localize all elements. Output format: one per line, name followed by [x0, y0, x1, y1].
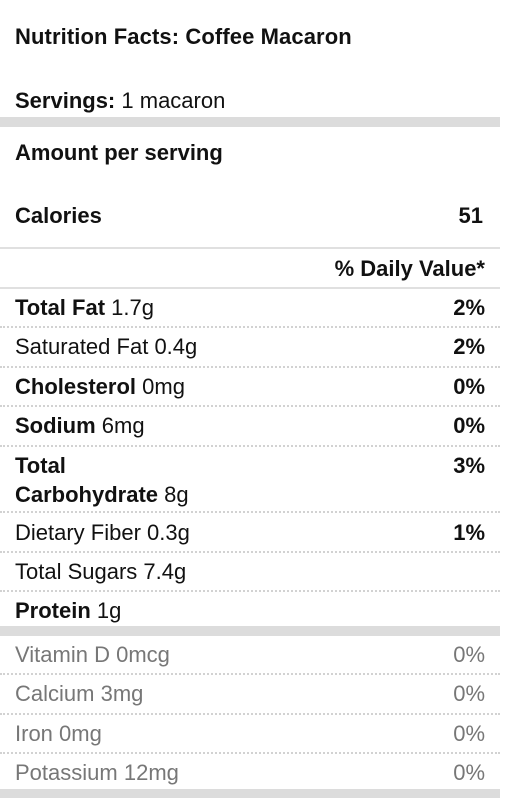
nutrient-daily-value: 0%	[453, 374, 485, 399]
nutrient-name: Total Sugars 7.4g	[15, 559, 187, 584]
thick-divider	[0, 117, 500, 127]
nutrient-row-saturated-fat: Saturated Fat 0.4g 2%	[0, 328, 500, 368]
vitamin-name: Vitamin D 0mcg	[15, 642, 170, 667]
vitamin-daily-value: 0%	[453, 642, 485, 667]
nutrient-name: Total	[15, 453, 66, 478]
vitamin-name: Calcium 3mg	[15, 681, 144, 706]
nutrient-daily-value: 2%	[453, 334, 485, 359]
daily-value-header: % Daily Value*	[334, 256, 485, 281]
vitamin-daily-value: 0%	[453, 681, 485, 706]
nutrient-row-protein: Protein 1g	[0, 592, 500, 626]
nutrient-row-total-sugars: Total Sugars 7.4g	[0, 553, 500, 592]
servings-line: Servings: 1 macaron	[15, 88, 225, 114]
vitamin-row-vitamin-d: Vitamin D 0mcg 0%	[0, 636, 500, 675]
vitamin-daily-value: 0%	[453, 721, 485, 746]
thick-divider	[0, 626, 500, 636]
vitamin-name: Potassium 12mg	[15, 760, 179, 785]
nutrient-daily-value: 3%	[453, 453, 485, 478]
calories-label: Calories	[15, 203, 102, 228]
nutrient-daily-value: 1%	[453, 520, 485, 545]
nutrient-row-cholesterol: Cholesterol 0mg 0%	[0, 368, 500, 407]
nutrient-name: Protein 1g	[15, 598, 122, 623]
vitamin-name: Iron 0mg	[15, 721, 102, 746]
nutrient-row-total-carbohydrate: Total Carbohydrate 8g 3%	[0, 447, 500, 513]
calories-value: 51	[458, 203, 483, 228]
nutrient-row-sodium: Sodium 6mg 0%	[0, 407, 500, 447]
vitamin-row-calcium: Calcium 3mg 0%	[0, 675, 500, 715]
vitamin-daily-value: 0%	[453, 760, 485, 785]
vitamin-row-potassium: Potassium 12mg 0%	[0, 754, 500, 788]
nutrient-name: Dietary Fiber 0.3g	[15, 520, 190, 545]
vitamin-row-iron: Iron 0mg 0%	[0, 715, 500, 754]
nutrient-row-dietary-fiber: Dietary Fiber 0.3g 1%	[0, 513, 500, 553]
nutrient-name: Cholesterol 0mg	[15, 374, 185, 399]
label-title: Nutrition Facts: Coffee Macaron	[15, 24, 352, 49]
nutrient-name: Sodium 6mg	[15, 413, 145, 438]
nutrient-row-total-fat: Total Fat 1.7g 2%	[0, 289, 500, 328]
amount-per-serving: Amount per serving	[15, 140, 223, 165]
thick-divider	[0, 789, 500, 798]
servings-label: Servings:	[15, 88, 116, 113]
thin-divider	[0, 287, 500, 289]
servings-value: 1 macaron	[121, 88, 226, 113]
nutrient-name: Carbohydrate 8g	[15, 482, 189, 507]
nutrient-name: Total Fat 1.7g	[15, 295, 154, 320]
nutrient-daily-value: 2%	[453, 295, 485, 320]
nutrient-daily-value: 0%	[453, 413, 485, 438]
thin-divider	[0, 247, 500, 249]
nutrient-name: Saturated Fat 0.4g	[15, 334, 198, 359]
